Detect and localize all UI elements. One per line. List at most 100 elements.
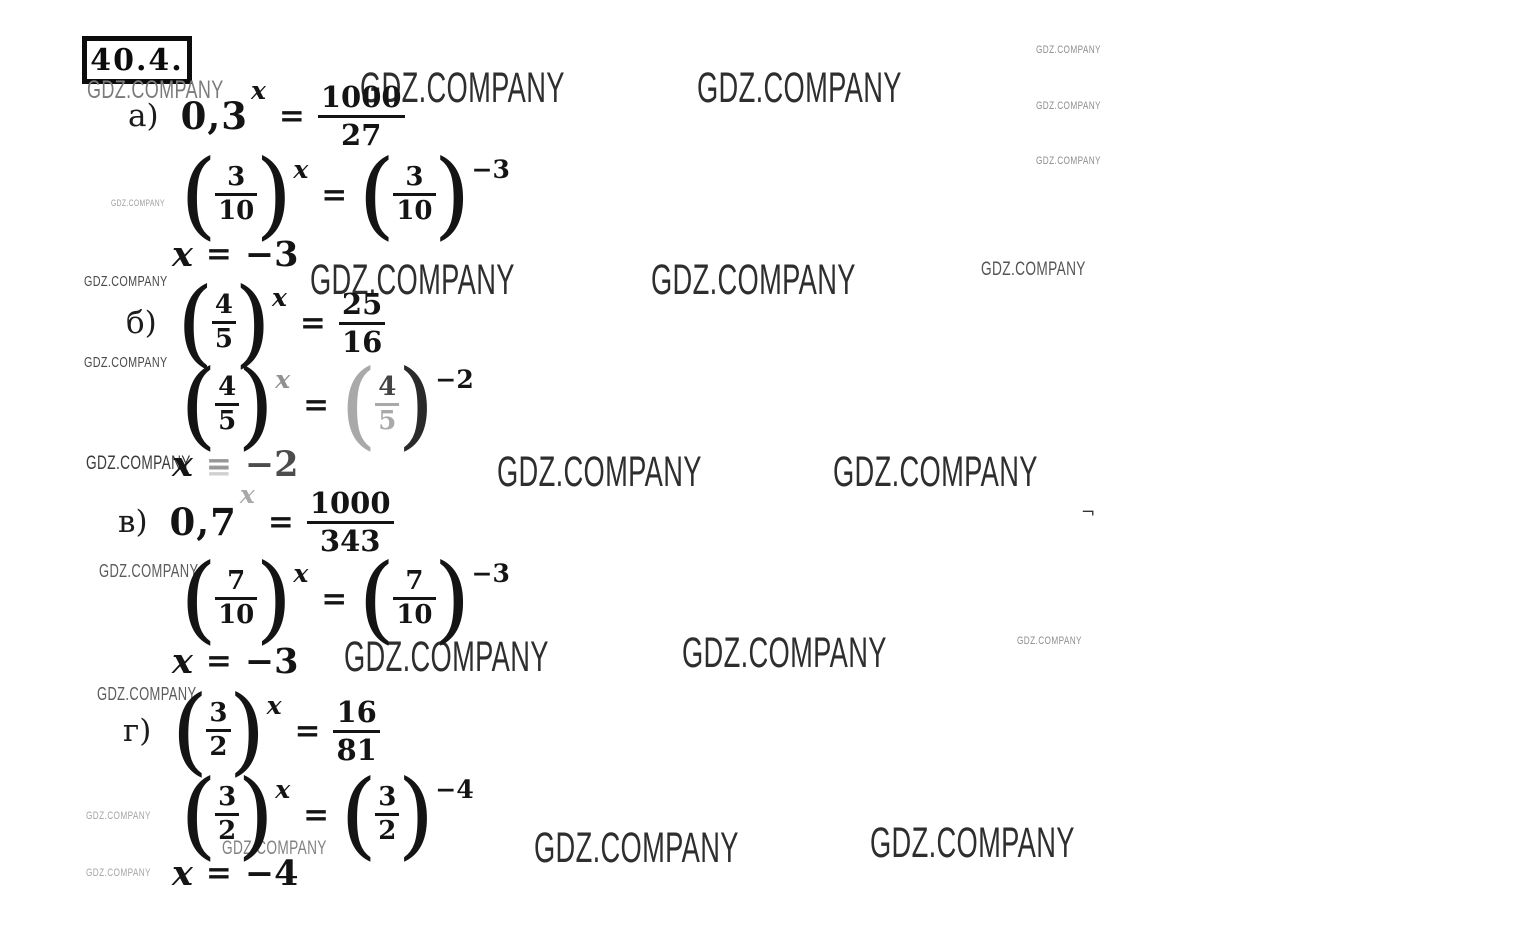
denominator: 10: [218, 196, 255, 227]
base-number: 0,7: [169, 500, 237, 544]
lhs-power: ( 4 5 ) x: [180, 349, 290, 460]
equation-g-line2: ( 3 2 ) x = ( 3 2 ) −4: [180, 759, 474, 870]
fraction-bar: [393, 193, 436, 197]
variable-x: x: [172, 852, 193, 894]
fraction: 1000 343: [306, 485, 394, 556]
denominator: 5: [378, 406, 397, 437]
lhs-power: ( 3 2 ) x: [180, 759, 290, 870]
variable-x: x: [172, 640, 193, 682]
equals-sign: =: [278, 98, 305, 134]
watermark: GDZ.COMPANY: [981, 259, 1086, 280]
answer-a: x = −3: [172, 233, 299, 275]
watermark: GDZ.COMPANY: [497, 447, 702, 495]
equals-sign: =: [205, 855, 232, 891]
stray-mark: ¬: [1081, 503, 1096, 523]
equals-sign: =: [294, 713, 321, 749]
right-paren: ): [237, 349, 275, 460]
watermark: GDZ.COMPANY: [86, 867, 151, 879]
fraction: 1000 27: [317, 82, 405, 152]
fraction-bar: [215, 813, 240, 817]
variable-x: x: [172, 233, 193, 275]
exponent-x: x: [250, 76, 266, 105]
numerator: 4: [378, 371, 397, 402]
watermark: GDZ.COMPANY: [697, 63, 902, 111]
watermark: GDZ.COMPANY: [99, 561, 199, 581]
problem-number: 40.4.: [90, 42, 184, 78]
equals-sign: =: [205, 446, 232, 482]
denominator: 2: [378, 816, 397, 847]
denominator: 81: [336, 732, 377, 767]
rhs-power-faded: ( 4 5 ) −2: [340, 349, 474, 460]
numerator: 3: [218, 781, 237, 812]
rhs-power: ( 3 10 ) −3: [358, 139, 510, 250]
variable-x: x: [172, 443, 193, 485]
exponent-x: x: [272, 282, 287, 312]
watermark: GDZ.COMPANY: [87, 76, 224, 104]
left-paren: (: [340, 349, 378, 460]
left-paren: (: [171, 675, 209, 786]
lhs-power: ( 3 10 ) x: [180, 147, 308, 243]
numerator: 1000: [309, 485, 391, 520]
fraction-bar: [338, 321, 386, 325]
exponent-x: x: [275, 364, 291, 394]
watermark: GDZ.COMPANY: [833, 447, 1038, 495]
watermark: GDZ.COMPANY: [1036, 155, 1101, 167]
answer-v: x = −3: [172, 640, 299, 682]
equation-v-line1: в) 0,7 x = 1000 343: [118, 480, 394, 558]
left-paren: (: [358, 139, 396, 250]
equals-sign: =: [321, 581, 348, 617]
fraction: 25 16: [338, 286, 386, 357]
denominator: 10: [218, 600, 255, 631]
fraction: 3 2: [215, 781, 240, 847]
right-paren: ): [433, 139, 471, 250]
equation-b-line1: б) ( 4 5 ) x = 25 16: [126, 267, 386, 378]
fraction: 7 10: [215, 565, 258, 631]
fraction: 3 2: [206, 699, 231, 763]
answer-value: −3: [244, 640, 299, 682]
rhs-power: ( 7 10 ) −3: [358, 543, 510, 654]
numerator: 25: [341, 286, 383, 321]
equals-sign: =: [205, 643, 232, 679]
fraction-bar: [215, 193, 258, 197]
fraction-bar: [215, 597, 258, 601]
fraction-bar: [206, 729, 231, 733]
rhs-power: ( 3 2 ) −4: [340, 767, 474, 863]
denominator: 5: [214, 324, 233, 355]
watermark: GDZ.COMPANY: [1036, 44, 1101, 56]
numerator: 16: [336, 694, 377, 729]
equals-sign: =: [321, 177, 348, 213]
watermark: GDZ.COMPANY: [86, 453, 191, 474]
equals-sign: =: [303, 387, 330, 423]
base-number: 0,3: [180, 94, 248, 138]
right-paren: ): [233, 267, 272, 378]
left-paren: (: [176, 267, 214, 378]
fraction: 3 10: [393, 161, 436, 226]
fraction-bar: [333, 729, 380, 733]
left-paren: (: [358, 543, 396, 654]
right-paren: ): [237, 759, 275, 870]
exponent-x: x: [293, 154, 309, 184]
part-label: в): [118, 504, 148, 540]
right-paren: ): [397, 349, 435, 460]
watermark: GDZ.COMPANY: [534, 823, 739, 871]
numerator: 7: [227, 565, 246, 596]
watermark: GDZ.COMPANY: [111, 198, 165, 208]
denominator: 2: [218, 816, 237, 847]
watermark: GDZ.COMPANY: [222, 838, 327, 859]
watermark: GDZ.COMPANY: [310, 255, 515, 303]
watermark: GDZ.COMPANY: [97, 684, 197, 704]
part-label: г): [123, 713, 152, 749]
denominator: 27: [341, 117, 382, 152]
denominator: 5: [218, 406, 237, 437]
denominator: 10: [396, 600, 433, 631]
numerator: 3: [405, 161, 424, 192]
fraction-bar: [306, 520, 394, 524]
denominator: 2: [209, 732, 228, 763]
answer-g: x = −4: [172, 852, 299, 894]
fraction: 3 2: [375, 783, 400, 847]
numerator: 3: [227, 161, 246, 192]
watermark: GDZ.COMPANY: [86, 810, 151, 822]
watermark: GDZ.COMPANY: [84, 273, 168, 290]
watermark: GDZ.COMPANY: [360, 63, 565, 111]
answer-value: −3: [244, 233, 299, 275]
